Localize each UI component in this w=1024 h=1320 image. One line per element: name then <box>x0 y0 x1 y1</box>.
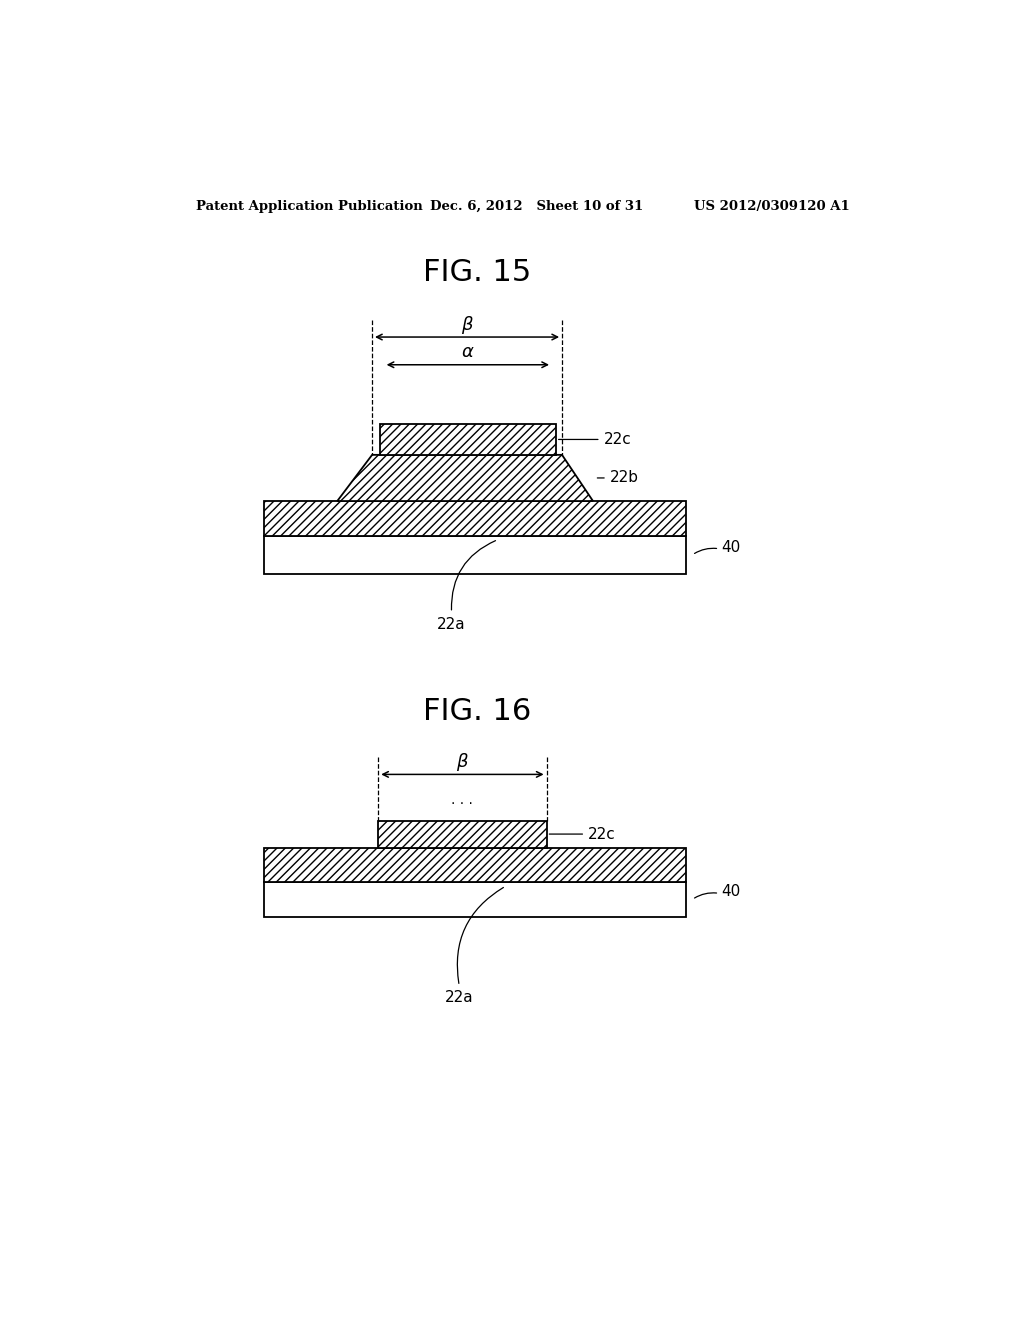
Text: $\beta$: $\beta$ <box>456 751 469 774</box>
Text: 40: 40 <box>722 884 741 899</box>
Bar <box>263 536 686 574</box>
Polygon shape <box>337 455 593 502</box>
Text: FIG. 16: FIG. 16 <box>423 697 530 726</box>
Bar <box>263 502 686 536</box>
Text: 22b: 22b <box>610 470 639 486</box>
Text: US 2012/0309120 A1: US 2012/0309120 A1 <box>693 199 850 213</box>
Text: $\beta$: $\beta$ <box>461 314 473 335</box>
Text: · · ·: · · · <box>452 797 473 810</box>
Text: Dec. 6, 2012   Sheet 10 of 31: Dec. 6, 2012 Sheet 10 of 31 <box>430 199 643 213</box>
Text: 22a: 22a <box>437 616 466 632</box>
Bar <box>263 882 686 917</box>
Text: $\alpha$: $\alpha$ <box>461 343 475 362</box>
Text: 40: 40 <box>722 540 741 554</box>
Text: 22c: 22c <box>604 432 632 447</box>
Bar <box>263 847 686 882</box>
Bar <box>380 424 556 455</box>
Text: Patent Application Publication: Patent Application Publication <box>197 199 423 213</box>
Text: 22a: 22a <box>445 990 474 1006</box>
Text: FIG. 15: FIG. 15 <box>423 257 530 286</box>
Bar <box>378 821 547 847</box>
Text: 22c: 22c <box>589 826 616 842</box>
